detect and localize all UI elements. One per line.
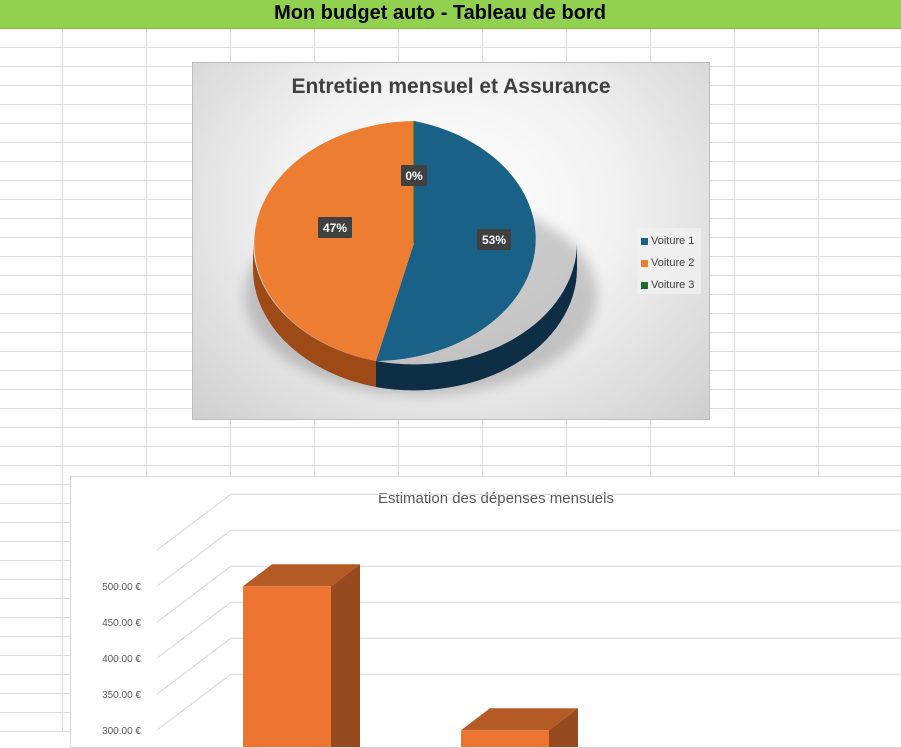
gridline-diagonal — [156, 529, 232, 587]
gridline-diagonal — [156, 637, 232, 695]
y-tick-label: 400.00 € — [102, 654, 141, 665]
y-tick-label: 350.00 € — [102, 690, 141, 701]
bar-top-voiture-2 — [461, 708, 578, 731]
bar-voiture-2[interactable] — [461, 730, 549, 747]
bar-top-voiture-1 — [243, 564, 360, 587]
svg-text:0%: 0% — [405, 169, 423, 183]
svg-text:47%: 47% — [323, 221, 347, 235]
gridline-diagonal — [156, 493, 232, 551]
page-title: Mon budget auto - Tableau de bord — [274, 2, 606, 24]
pie-data-label-voiture-1: 53% — [477, 229, 511, 250]
pie-side-voiture-2 — [253, 243, 376, 387]
legend-item-voiture-3: Voiture 3 — [641, 274, 701, 296]
y-tick-label: 500.00 € — [102, 582, 141, 593]
pie-data-label-voiture-2: 47% — [318, 217, 352, 238]
legend-item-voiture-1: Voiture 1 — [641, 230, 701, 252]
bar-chart-plot: 500.00 €450.00 €400.00 €350.00 €300.00 € — [102, 493, 901, 747]
bar-chart[interactable]: Estimation des dépenses mensuels 500.00 … — [70, 476, 901, 748]
pie-chart[interactable]: Entretien mensuel et Assurance 53% 47% 0… — [192, 62, 710, 420]
legend-swatch-voiture-2 — [641, 259, 648, 267]
svg-text:53%: 53% — [482, 233, 506, 247]
legend-swatch-voiture-1 — [641, 237, 648, 245]
header-banner: Mon budget auto - Tableau de bord — [0, 0, 901, 29]
y-tick-label: 450.00 € — [102, 618, 141, 629]
gridline-diagonal — [156, 601, 232, 659]
pie-side-voiture-1 — [376, 243, 577, 391]
gridline-diagonal — [156, 673, 232, 731]
pie-legend: Voiture 1 Voiture 2 Voiture 3 — [637, 228, 701, 294]
pie-chart-plot: 53% 47% 0% — [245, 121, 597, 395]
bar-side-voiture-1 — [331, 564, 360, 747]
legend-item-voiture-2: Voiture 2 — [641, 252, 701, 274]
pie-slice-voiture-2[interactable] — [254, 121, 414, 361]
legend-swatch-voiture-3 — [641, 281, 648, 289]
pie-data-label-voiture-3: 0% — [401, 165, 427, 186]
bar-voiture-1[interactable] — [243, 586, 331, 747]
pie-chart-title: Entretien mensuel et Assurance — [291, 75, 611, 98]
gridline-diagonal — [156, 565, 232, 623]
